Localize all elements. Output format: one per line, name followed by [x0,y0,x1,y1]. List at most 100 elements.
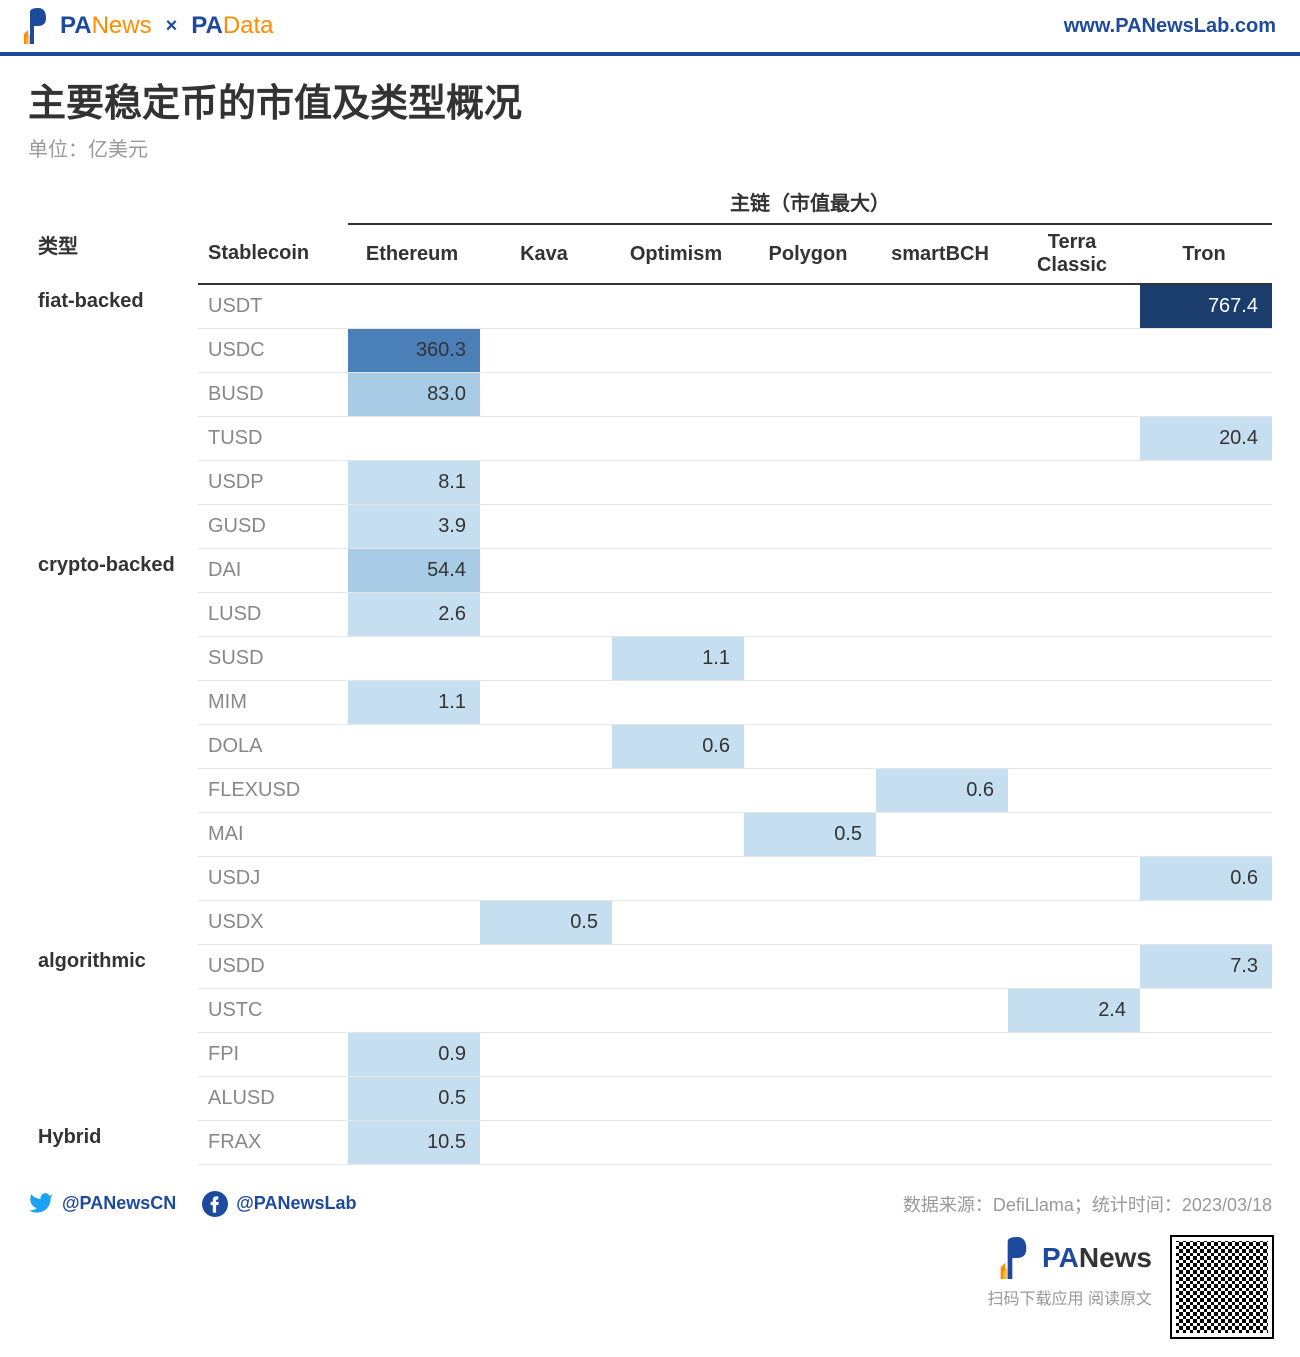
table-row: BUSD83.0 [28,372,1272,416]
value-cell [480,636,612,680]
table-row: LUSD2.6 [28,592,1272,636]
brand2-rest: Data [223,12,274,39]
value-cell [1140,988,1272,1032]
value-cell [480,724,612,768]
chain-header: Ethereum [348,224,480,284]
spacer-cell [28,180,198,224]
value-cell: 0.5 [744,812,876,856]
value-cell [480,1120,612,1164]
value-cell [1008,592,1140,636]
bottom-brand-block: PANews 扫码下载应用 阅读原文 [0,1227,1300,1357]
header-url[interactable]: www.PANewsLab.com [1064,15,1276,38]
value-cell [480,1032,612,1076]
value-cell [876,1076,1008,1120]
value-cell [876,284,1008,328]
value-cell [1008,856,1140,900]
value-cell [1008,1076,1140,1120]
value-cell [1140,724,1272,768]
value-cell [348,416,480,460]
value-cell [480,680,612,724]
value-cell [744,284,876,328]
value-cell [480,416,612,460]
value-cell [1140,1032,1272,1076]
type-cell: algorithmic [28,944,198,1120]
value-cell [876,460,1008,504]
value-cell [348,636,480,680]
value-cell [876,856,1008,900]
value-cell [612,680,744,724]
value-cell [348,768,480,812]
brand1-pa: PA [60,12,92,39]
value-cell: 2.4 [1008,988,1140,1032]
value-cell [744,592,876,636]
table-row: USDC360.3 [28,328,1272,372]
value-cell [612,460,744,504]
table-row: DOLA0.6 [28,724,1272,768]
bottom-logo: PANews [1000,1237,1152,1279]
value-cell [612,548,744,592]
value-cell [744,504,876,548]
coin-cell: LUSD [198,592,348,636]
value-cell [612,900,744,944]
value-cell: 767.4 [1140,284,1272,328]
value-cell [612,944,744,988]
socials-block: @PANewsCN @PANewsLab [28,1191,357,1217]
facebook-handle[interactable]: @PANewsLab [236,1193,356,1214]
value-cell [1008,504,1140,548]
value-cell [480,460,612,504]
value-cell [1008,1032,1140,1076]
value-cell [480,548,612,592]
value-cell: 8.1 [348,460,480,504]
qr-code[interactable] [1172,1237,1272,1337]
brand1-rest: News [92,12,152,39]
coin-cell: USDD [198,944,348,988]
value-cell [612,812,744,856]
value-cell [1140,768,1272,812]
value-cell [612,1120,744,1164]
table-wrap: 主链（市值最大） 类型 Stablecoin EthereumKavaOptim… [0,170,1300,1175]
value-cell [876,416,1008,460]
coin-cell: FRAX [198,1120,348,1164]
table-row: USTC2.4 [28,988,1272,1032]
value-cell [612,592,744,636]
value-cell [480,1076,612,1120]
value-cell [876,1032,1008,1076]
chain-header: Optimism [612,224,744,284]
value-cell [1140,1076,1272,1120]
value-cell [744,768,876,812]
value-cell [1140,680,1272,724]
value-cell [744,724,876,768]
value-cell: 0.6 [876,768,1008,812]
value-cell [1008,284,1140,328]
super-header-row: 主链（市值最大） [28,180,1272,224]
value-cell [876,812,1008,856]
table-row: ALUSD0.5 [28,1076,1272,1120]
value-cell [1140,900,1272,944]
table-row: crypto-backedDAI54.4 [28,548,1272,592]
page-title: 主要稳定币的市值及类型概况 [28,72,1272,127]
value-cell [1140,372,1272,416]
value-cell [744,460,876,504]
value-cell [1008,328,1140,372]
value-cell [348,900,480,944]
value-cell [1008,680,1140,724]
value-cell [1140,548,1272,592]
value-cell [876,944,1008,988]
value-cell [744,900,876,944]
value-cell [744,636,876,680]
value-cell [1008,768,1140,812]
super-header: 主链（市值最大） [348,180,1272,224]
coin-cell: DOLA [198,724,348,768]
value-cell [612,372,744,416]
value-cell [876,636,1008,680]
value-cell: 0.5 [348,1076,480,1120]
value-cell [612,284,744,328]
chain-header: smartBCH [876,224,1008,284]
twitter-handle[interactable]: @PANewsCN [62,1193,176,1214]
title-block: 主要稳定币的市值及类型概况 单位：亿美元 [0,56,1300,170]
value-cell: 83.0 [348,372,480,416]
table-row: USDJ0.6 [28,856,1272,900]
value-cell [744,1076,876,1120]
value-cell [1140,504,1272,548]
coin-cell: MAI [198,812,348,856]
